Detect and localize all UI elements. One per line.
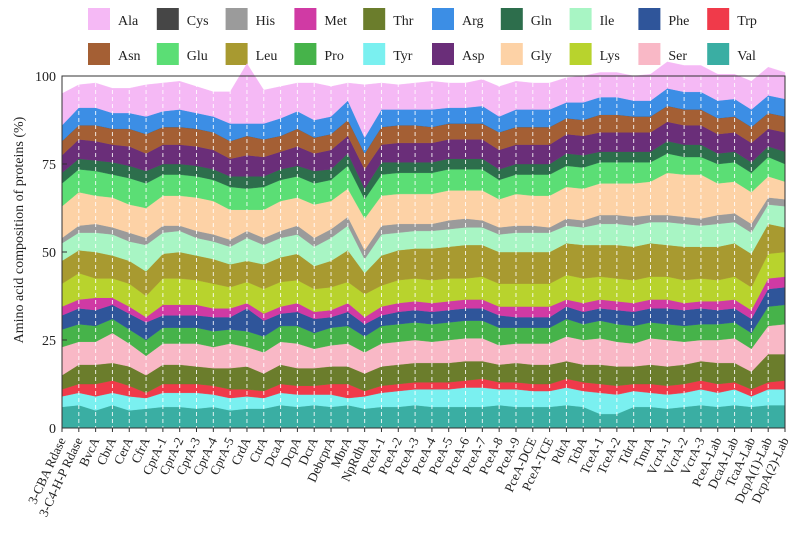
y-axis: 0 25 50 75 100 xyxy=(35,70,67,437)
legend-swatch-ser xyxy=(638,43,661,65)
legend-swatch-thr xyxy=(363,8,386,30)
plot-area xyxy=(61,61,786,429)
legend-label-lys: Lys xyxy=(600,49,620,64)
legend-label-met: Met xyxy=(324,14,347,29)
legend-swatch-gln xyxy=(500,8,523,30)
legend-swatch-tyr xyxy=(363,43,386,65)
legend-label-tyr: Tyr xyxy=(393,49,413,64)
legend-label-phe: Phe xyxy=(668,14,689,29)
legend-swatch-ala xyxy=(88,8,110,30)
legend-label-cys: Cys xyxy=(187,14,209,29)
legend-swatch-gly xyxy=(500,43,523,65)
legend-swatch-glu xyxy=(156,43,179,65)
legend-label-leu: Leu xyxy=(256,49,278,64)
legend-swatch-trp xyxy=(707,8,730,30)
legend: Ala Cys His Met Thr Arg Gln Ile Phe Trp Asn Glu Leu P… xyxy=(88,8,757,65)
legend-label-glu: Glu xyxy=(187,49,208,64)
legend-label-thr: Thr xyxy=(393,14,414,29)
legend-label-gly: Gly xyxy=(531,49,552,64)
legend-swatch-lys xyxy=(569,43,592,65)
legend-label-arg: Arg xyxy=(462,14,484,29)
y-tick-label: 75 xyxy=(42,158,56,173)
legend-swatch-his xyxy=(225,8,248,30)
legend-label-ser: Ser xyxy=(668,49,687,64)
legend-label-asp: Asp xyxy=(462,49,485,64)
y-tick-label: 50 xyxy=(42,246,56,261)
legend-swatch-leu xyxy=(225,43,248,65)
area-val xyxy=(61,404,786,429)
legend-label-ile: Ile xyxy=(600,14,615,29)
legend-label-his: His xyxy=(256,14,275,29)
legend-label-pro: Pro xyxy=(324,49,343,64)
y-tick-label: 25 xyxy=(42,334,56,349)
legend-swatch-ile xyxy=(569,8,592,30)
legend-swatch-val xyxy=(707,43,730,65)
y-axis-label: Amino acid composition of proteins (%) xyxy=(12,116,27,343)
legend-label-gln: Gln xyxy=(531,14,552,29)
legend-label-val: Val xyxy=(737,49,756,64)
legend-swatch-phe xyxy=(638,8,661,30)
legend-swatch-arg xyxy=(432,8,454,30)
legend-label-asn: Asn xyxy=(118,49,141,64)
y-tick-label: 100 xyxy=(35,70,56,85)
y-tick-label: 0 xyxy=(49,422,56,437)
legend-swatch-asp xyxy=(432,43,454,65)
legend-swatch-met xyxy=(294,8,317,30)
legend-swatch-asn xyxy=(88,43,110,65)
legend-label-trp: Trp xyxy=(737,14,757,29)
legend-label-ala: Ala xyxy=(118,14,139,29)
legend-swatch-pro xyxy=(294,43,317,65)
legend-swatch-cys xyxy=(156,8,179,30)
